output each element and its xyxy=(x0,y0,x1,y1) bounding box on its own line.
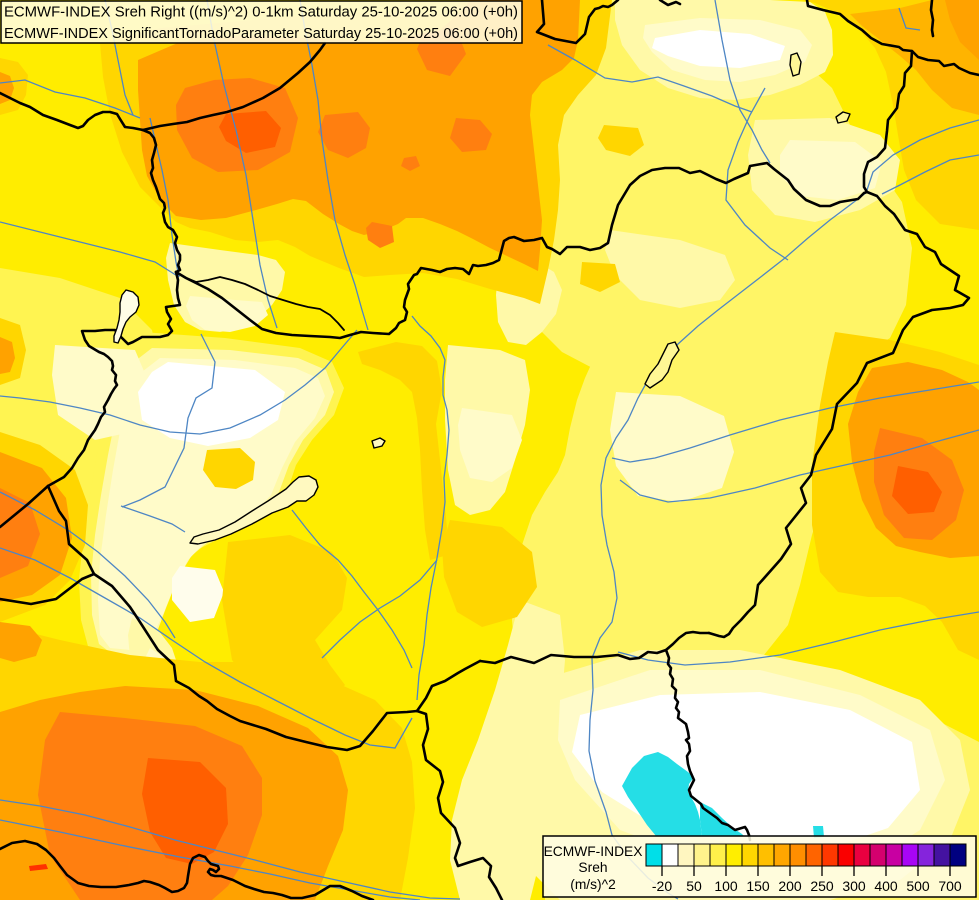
svg-text:-20: -20 xyxy=(652,878,672,894)
svg-text:Sreh: Sreh xyxy=(578,860,607,875)
svg-text:(m/s)^2: (m/s)^2 xyxy=(570,877,616,892)
svg-text:250: 250 xyxy=(810,878,834,894)
svg-text:400: 400 xyxy=(874,878,898,894)
svg-text:ECMWF-INDEX Sreh Right ((m/s)^: ECMWF-INDEX Sreh Right ((m/s)^2) 0-1km S… xyxy=(4,4,518,21)
svg-text:300: 300 xyxy=(842,878,866,894)
svg-text:ECMWF-INDEX SignificantTornado: ECMWF-INDEX SignificantTornadoParameter … xyxy=(4,25,518,42)
svg-text:500: 500 xyxy=(906,878,930,894)
svg-text:50: 50 xyxy=(686,878,702,894)
svg-text:700: 700 xyxy=(938,878,962,894)
svg-text:ECMWF-INDEX: ECMWF-INDEX xyxy=(544,844,643,859)
svg-text:100: 100 xyxy=(714,878,738,894)
svg-text:150: 150 xyxy=(746,878,770,894)
svg-text:200: 200 xyxy=(778,878,802,894)
